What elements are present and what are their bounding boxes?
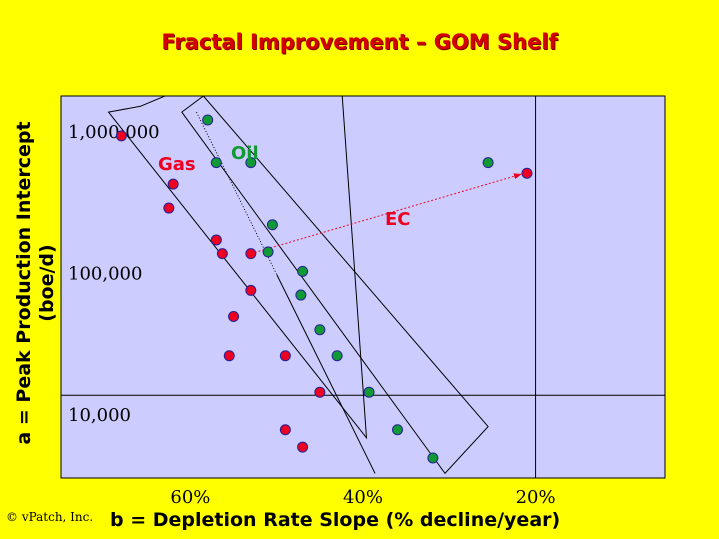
y-tick-label-2: 10,000	[68, 405, 131, 426]
oil-point-9	[363, 386, 375, 398]
y-tick-labels: 1,000,000 100,000 10,000	[68, 122, 160, 426]
gas-point-2	[163, 202, 175, 214]
oil-point-7	[314, 324, 326, 336]
x-axis-label: b = Depletion Rate Slope (% decline/year…	[110, 509, 561, 531]
oil-point-4	[262, 246, 274, 258]
oil-point-1	[210, 157, 222, 169]
oil-point-10	[392, 424, 404, 436]
oil-point-2	[245, 157, 257, 169]
oil-point-12	[482, 157, 494, 169]
ec-point-0	[521, 167, 533, 179]
x-tick-label-2: 20%	[516, 487, 556, 508]
gas-envelope	[107, 96, 368, 440]
trend-line-dotted-0	[196, 111, 278, 275]
gas-point-0	[115, 130, 127, 142]
gas-point-12	[297, 441, 309, 453]
annotation-arrows	[250, 173, 522, 255]
x-tick-labels: 60% 40% 20%	[170, 487, 555, 508]
gas-point-6	[245, 284, 257, 296]
gas-point-8	[223, 350, 235, 362]
envelopes	[107, 96, 489, 475]
chart-title: Fractal Improvement – GOM Shelf	[161, 30, 558, 54]
x-tick-label-1: 40%	[343, 487, 383, 508]
oil-point-11	[427, 452, 439, 464]
oil-envelope	[181, 96, 489, 475]
oil-point-0	[202, 114, 214, 126]
data-points	[115, 114, 533, 464]
oil-point-6	[295, 289, 307, 301]
gas-point-7	[228, 310, 240, 322]
trend-lines	[196, 111, 376, 474]
annotation-label-gas: Gas	[158, 154, 196, 175]
gas-point-3	[210, 234, 222, 246]
gas-point-5	[245, 248, 257, 260]
annotation-arrow-2	[250, 173, 522, 255]
oil-point-5	[297, 265, 309, 277]
y-tick-label-1: 100,000	[68, 264, 142, 285]
gas-point-11	[279, 424, 291, 436]
x-tick-label-0: 60%	[170, 487, 210, 508]
y-tick-label-0: 1,000,000	[68, 122, 160, 143]
gas-point-10	[314, 386, 326, 398]
plot-area	[60, 95, 666, 479]
oil-point-3	[266, 219, 278, 231]
annotation-label-oil: Oil	[231, 143, 259, 164]
copyright-notice: © vPatch, Inc.	[6, 510, 94, 524]
oil-point-8	[331, 350, 343, 362]
annotations: Gas Oil EC	[158, 143, 411, 230]
trend-line-solid-0	[276, 274, 376, 474]
gas-point-1	[167, 178, 179, 190]
annotation-label-ec: EC	[385, 209, 411, 230]
gas-point-4	[216, 248, 228, 260]
gas-point-9	[279, 350, 291, 362]
